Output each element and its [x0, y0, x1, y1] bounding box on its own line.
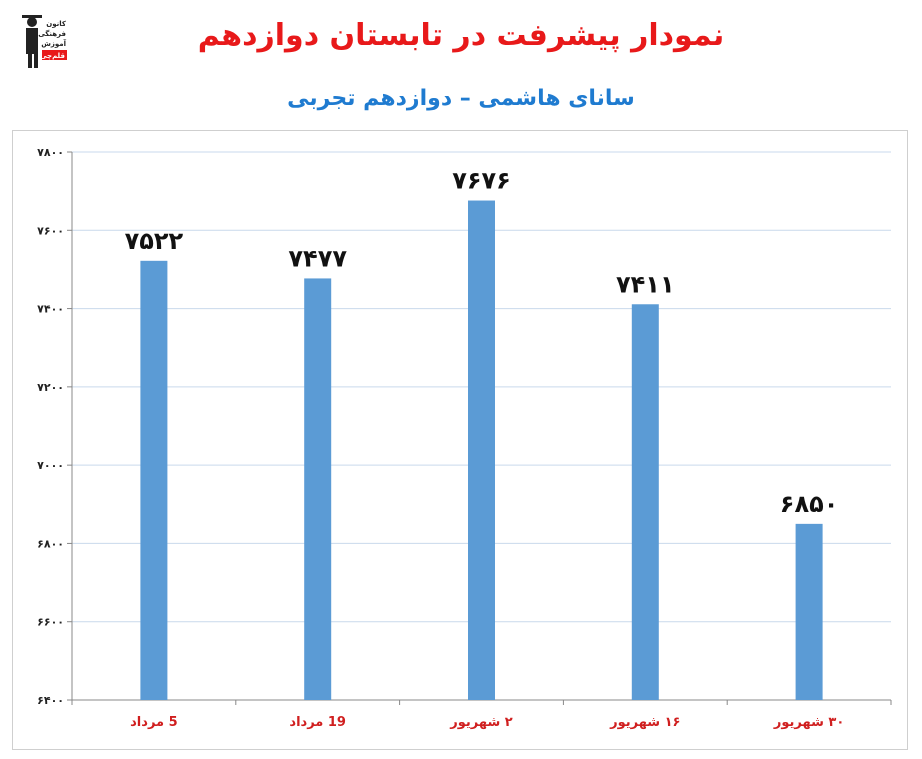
bar: [795, 523, 823, 700]
bar: [468, 200, 495, 700]
y-tick-label: ۶۴۰۰: [37, 694, 64, 707]
logo-text-2: فرهنگی: [38, 29, 66, 38]
y-tick-label: ۶۸۰۰: [37, 537, 64, 550]
chart-title: نمودار پیشرفت در تابستان دوازدهم: [197, 18, 725, 53]
bar: [304, 278, 332, 700]
kanoon-logo: کانون فرهنگی آموزش قلم‌چی: [20, 12, 68, 74]
bar-chart: ۶۴۰۰ ۶۶۰۰ ۶۸۰۰ ۷۰۰۰ ۷۲۰۰ ۷۴۰۰ ۷۶۰۰ ۷۸۰۰ ۷۵۲۲ 5 مر…: [37, 146, 892, 730]
data-label: ۷۶۷۶: [452, 167, 511, 195]
y-tick-label: ۶۶۰۰: [37, 616, 64, 629]
category-label: ۲ شهریور: [449, 715, 513, 730]
data-label: ۶۸۵۰: [780, 490, 839, 518]
data-label: ۷۴۱۱: [616, 270, 675, 298]
y-tick-label: ۷۰۰۰: [37, 459, 64, 472]
bar: [140, 260, 168, 700]
category-label: ۱۶ شهریور: [609, 715, 680, 730]
category-label: 5 مرداد: [130, 715, 178, 730]
y-tick-label: ۷۸۰۰: [37, 146, 64, 159]
bar: [631, 304, 659, 700]
category-label: 19 مرداد: [289, 715, 346, 730]
chart-frame: ۶۴۰۰ ۶۶۰۰ ۶۸۰۰ ۷۰۰۰ ۷۲۰۰ ۷۴۰۰ ۷۶۰۰ ۷۸۰۰ ۷۵۲۲ 5 مر…: [12, 130, 908, 750]
data-label: ۷۴۷۷: [288, 244, 347, 272]
y-tick-label: ۷۴۰۰: [37, 303, 64, 316]
logo-text-4: قلم‌چی: [40, 52, 65, 60]
logo-text-1: کانون: [46, 20, 67, 28]
logo-text-3: آموزش: [41, 39, 66, 48]
chart-subtitle: سانای هاشمی – دوازدهم تجربی: [287, 86, 635, 111]
category-label: ۳۰ شهریور: [773, 715, 844, 730]
y-tick-label: ۷۲۰۰: [37, 381, 64, 394]
data-label: ۷۵۲۲: [125, 227, 184, 255]
y-tick-label: ۷۶۰۰: [37, 224, 64, 237]
